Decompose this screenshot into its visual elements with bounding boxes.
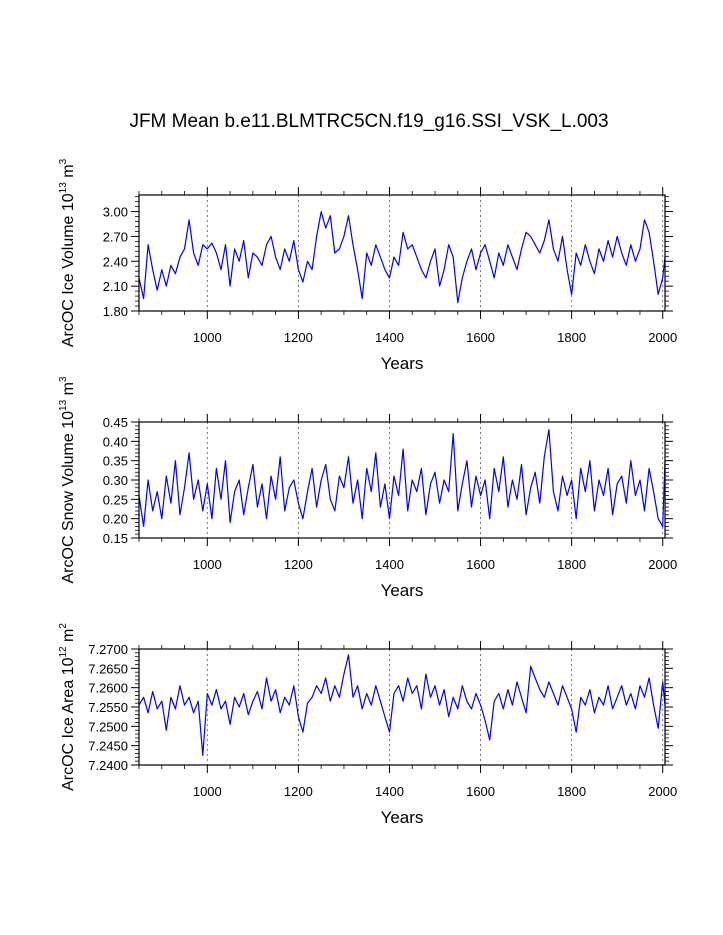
ice-area-xtick-label-4: 1800: [557, 784, 586, 799]
ice-volume-xtick-label-2: 1400: [375, 330, 404, 345]
ice-area-ytick-label-4: 7.2600: [88, 681, 128, 696]
ice-area-xtick-label-0: 1000: [193, 784, 222, 799]
ice-volume-xtick-label-3: 1600: [466, 330, 495, 345]
ice-area-ytick-label-1: 7.2450: [88, 739, 128, 754]
ice-volume-ylabel-unit-exp: 3: [58, 158, 69, 164]
snow-volume-ytick-label-3: 0.30: [103, 473, 128, 488]
snow-volume-series-line: [138, 429, 666, 528]
ice-area-xlabel: Years: [381, 808, 424, 827]
ice-volume-ylabel-exp: 13: [58, 182, 69, 194]
snow-volume-xtick-label-0: 1000: [193, 557, 222, 572]
snow-volume-ylabel-exp: 13: [58, 399, 69, 411]
ice-area-ylabel-main: ArcOC Ice Area 10: [60, 657, 77, 790]
snow-volume-xtick-label-3: 1600: [466, 557, 495, 572]
snow-volume-xtick-label-5: 2000: [648, 557, 677, 572]
ice-volume-ytick-label-2: 2.40: [103, 254, 128, 269]
ice-volume-ylabel: ArcOC Ice Volume 1013 m3: [58, 158, 77, 347]
figure-title: JFM Mean b.e11.BLMTRC5CN.f19_g16.SSI_VSK…: [129, 111, 608, 132]
ice-area-ytick-label-3: 7.2550: [88, 700, 128, 715]
panels: 1000 1200 1400 1600 1800 2000 1.80 2.10 2.40 2.70…: [58, 158, 677, 827]
snow-volume-ytick-label-6: 0.45: [103, 415, 128, 430]
snow-volume-ylabel-unit: m: [60, 382, 77, 400]
ice-area-xtick-label-1: 1200: [284, 784, 313, 799]
ice-area-ytick-label-6: 7.2700: [88, 642, 128, 657]
ice-volume-xtick-label-0: 1000: [193, 330, 222, 345]
ice-volume-ytick-label-1: 2.10: [103, 279, 128, 294]
ice-area-ytick-label-2: 7.2500: [88, 719, 128, 734]
snow-volume-ytick-label-0: 0.15: [103, 531, 128, 546]
snow-volume-ytick-label-4: 0.35: [103, 454, 128, 469]
ice-volume-frame: [138, 194, 666, 312]
ice-area-xtick-label-2: 1400: [375, 784, 404, 799]
ice-area-ylabel-unit: m: [60, 629, 77, 647]
ice-area-ytick-label-0: 7.2400: [88, 758, 128, 773]
ice-volume-ylabel-main: ArcOC Ice Volume 10: [60, 193, 77, 347]
ice-area-ylabel-exp: 12: [58, 646, 69, 658]
ice-area-ytick-label-5: 7.2650: [88, 661, 128, 676]
ice-area-series-line: [138, 654, 666, 756]
ice-volume-xlabel: Years: [381, 354, 424, 373]
ice-volume-xtick-label-4: 1800: [557, 330, 586, 345]
ice-volume-ytick-label-3: 2.70: [103, 229, 128, 244]
snow-volume-xtick-label-2: 1400: [375, 557, 404, 572]
ice-area-xtick-label-3: 1600: [466, 784, 495, 799]
ice-area-xtick-label-5: 2000: [648, 784, 677, 799]
snow-volume-ytick-label-1: 0.20: [103, 512, 128, 527]
snow-volume-ylabel-main: ArcOC Snow Volume 10: [60, 411, 77, 584]
ice-area-ylabel-unit-exp: 2: [58, 623, 69, 629]
snow-volume-ylabel-unit-exp: 3: [58, 376, 69, 382]
snow-volume-ytick-label-5: 0.40: [103, 434, 128, 449]
ice-volume-panel: 1000 1200 1400 1600 1800 2000 1.80 2.10 2.40 2.70…: [58, 158, 677, 373]
ice-volume-ytick-label-4: 3.00: [103, 205, 128, 220]
ice-volume-xtick-label-5: 2000: [648, 330, 677, 345]
ice-volume-series-line: [138, 211, 666, 304]
ice-area-frame: [138, 648, 666, 766]
snow-volume-xtick-label-4: 1800: [557, 557, 586, 572]
snow-volume-panel: 1000 1200 1400 1600 1800 2000 0.15 0.20 0.25 0.30…: [58, 376, 677, 600]
ice-area-panel: 1000 1200 1400 1600 1800 2000 7.2400 7.2450 7.25…: [58, 623, 677, 827]
ice-area-ylabel: ArcOC Ice Area 1012 m2: [58, 623, 77, 791]
ice-volume-ytick-label-0: 1.80: [103, 304, 128, 319]
snow-volume-ylabel: ArcOC Snow Volume 1013 m3: [58, 376, 77, 583]
snow-volume-xtick-label-1: 1200: [284, 557, 313, 572]
snow-volume-ytick-label-2: 0.25: [103, 492, 128, 507]
ice-volume-ylabel-unit: m: [60, 164, 77, 182]
snow-volume-xlabel: Years: [381, 581, 424, 600]
ice-volume-xtick-label-1: 1200: [284, 330, 313, 345]
